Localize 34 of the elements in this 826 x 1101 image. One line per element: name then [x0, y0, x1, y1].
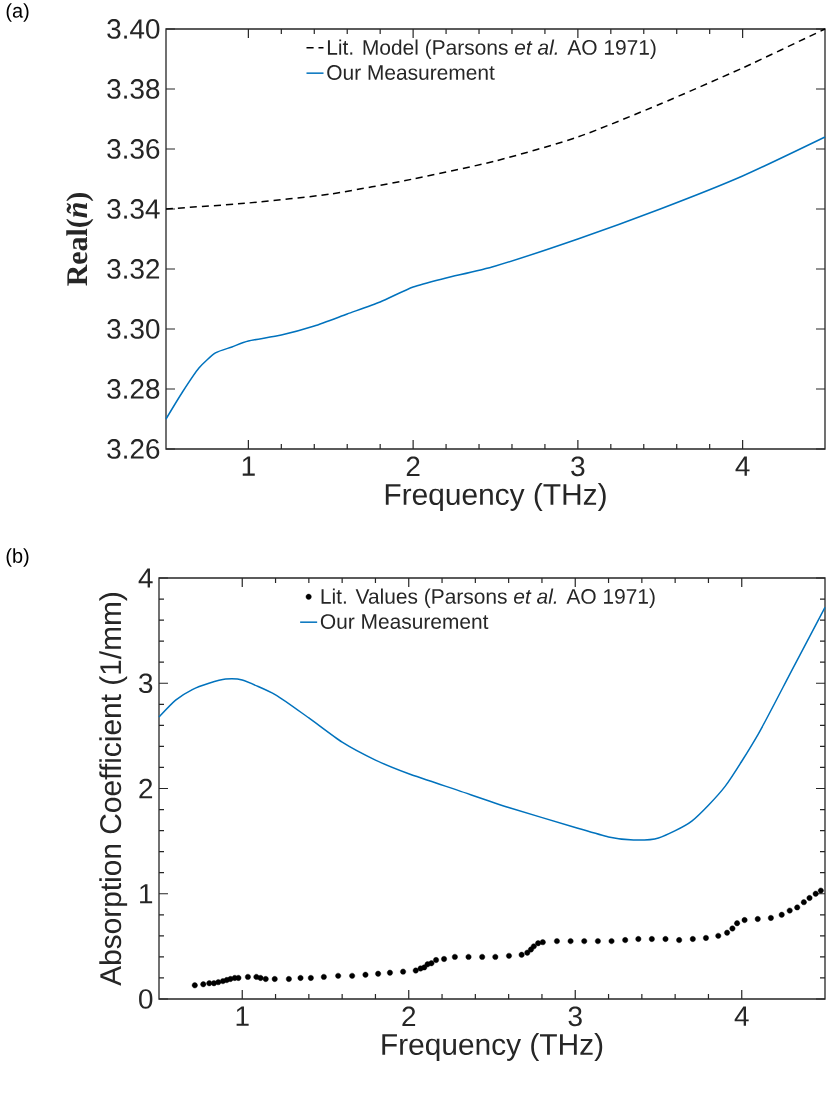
legend-label: Lit. Model (Parsons et al. AO 1971) [327, 39, 656, 59]
y-axis-title: Real(ñ) [66, 192, 94, 286]
y-tick-label: 3.38 [107, 79, 160, 99]
x-tick-label: 4 [734, 1006, 749, 1026]
y-tick-label: 3.40 [107, 19, 160, 39]
text: (a) [6, 3, 29, 22]
y-tick-label: 3 [139, 673, 153, 694]
y-tick-label: 2 [139, 778, 153, 799]
x-axis-title: Frequency (THz) [382, 1033, 603, 1061]
line-series [165, 136, 826, 420]
y-tick-label: 3.28 [107, 379, 160, 399]
y-tick-label: 4 [138, 568, 153, 588]
x-axis-title: Frequency (THz) [385, 483, 606, 511]
y-tick-label: 3.26 [107, 439, 160, 459]
legend-label: Our Measurement [320, 614, 489, 629]
y-tick-label: 3.32 [107, 259, 160, 279]
line-series [158, 606, 826, 841]
x-tick-label: 3 [568, 1006, 582, 1027]
y-tick-label: 3.34 [107, 199, 160, 219]
y-tick-label: 0 [139, 989, 153, 1009]
text: (b) [6, 548, 29, 567]
x-tick-label: 2 [406, 456, 420, 476]
x-tick-label: 1 [236, 1006, 249, 1026]
x-tick-label: 3 [571, 456, 585, 477]
y-axis-title: Absorption Coefficient (1/mm) [99, 593, 128, 986]
legend-label: Lit. Values (Parsons et al. AO 1971) [321, 588, 655, 608]
x-tick-label: 1 [242, 456, 255, 476]
line-series [165, 28, 826, 210]
x-tick-label: 4 [735, 456, 750, 476]
y-tick-label: 1 [140, 884, 153, 904]
legend-label: Our Measurement [327, 65, 495, 80]
y-tick-label: 3.36 [107, 139, 160, 159]
x-tick-label: 2 [402, 1006, 416, 1026]
y-tick-label: 3.30 [107, 319, 160, 339]
